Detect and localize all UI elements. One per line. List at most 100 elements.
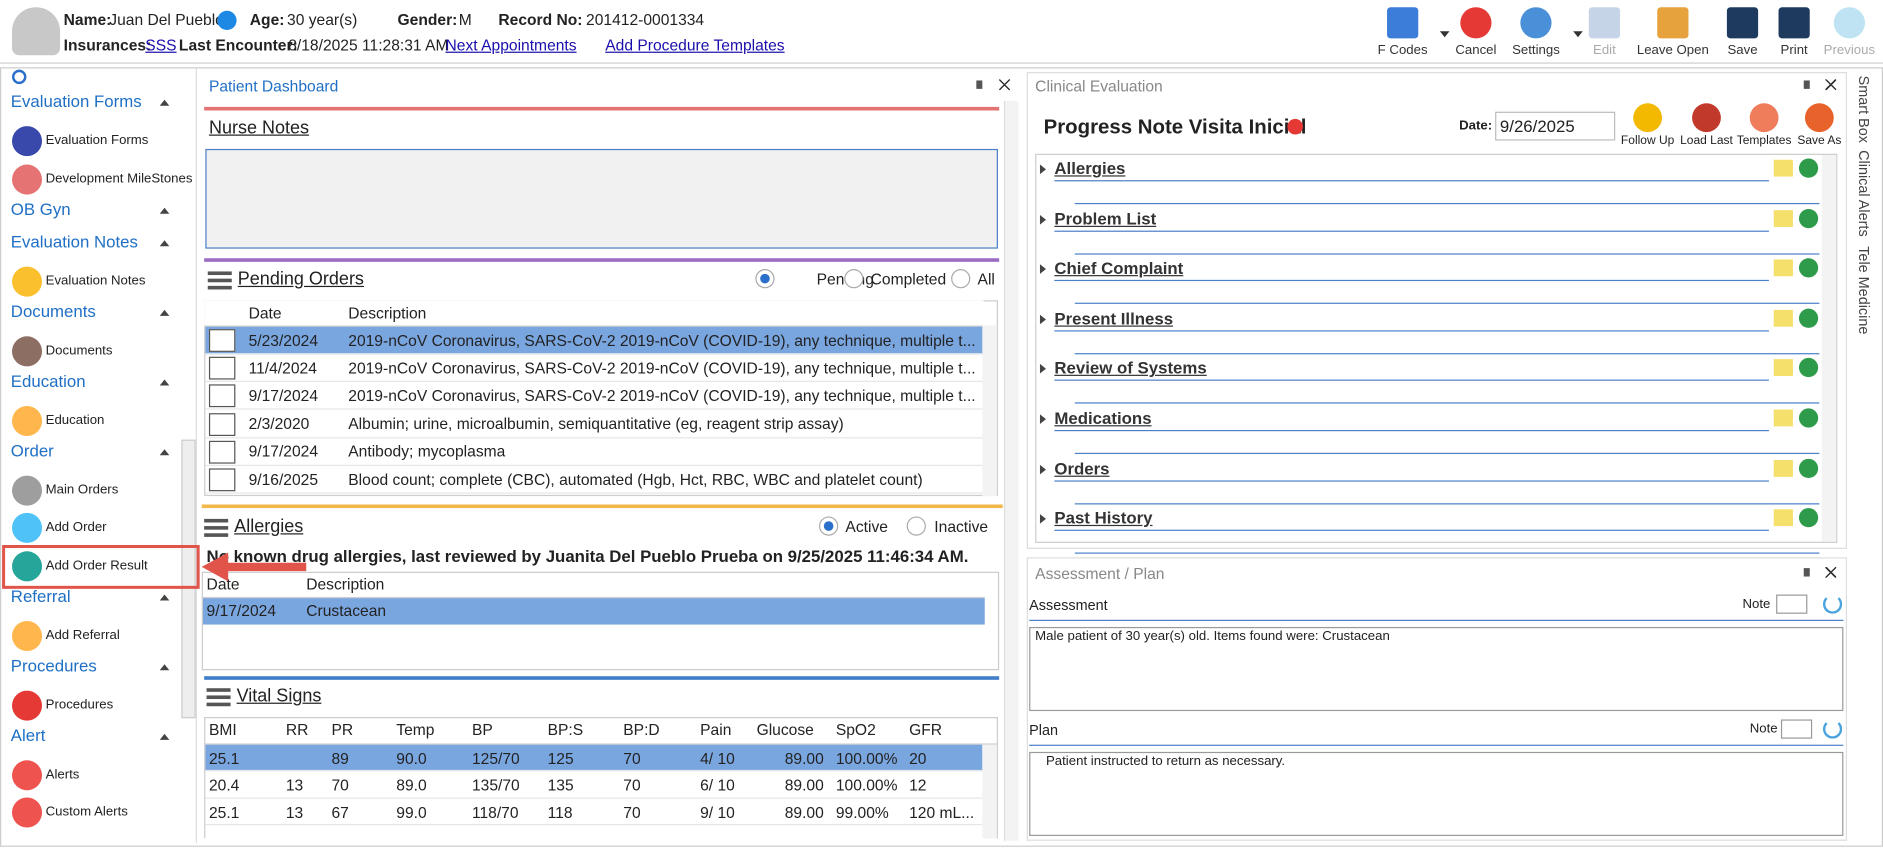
add-button[interactable] xyxy=(1798,358,1819,378)
column-header[interactable]: Glucose xyxy=(756,720,814,739)
expand-caret[interactable] xyxy=(1039,364,1046,375)
quote-button[interactable] xyxy=(1773,309,1793,327)
expand-caret[interactable] xyxy=(1039,314,1046,325)
quote-button[interactable] xyxy=(1773,459,1793,477)
column-header[interactable]: Temp xyxy=(396,720,435,739)
group-title[interactable]: OB Gyn xyxy=(10,198,71,218)
item-icon[interactable] xyxy=(12,475,43,506)
sidebar-item[interactable]: Custom Alerts xyxy=(45,804,128,820)
toolbar-icon[interactable] xyxy=(1460,7,1492,39)
refresh-icon[interactable] xyxy=(1822,719,1843,739)
table-row[interactable] xyxy=(205,355,983,383)
section-title[interactable]: Orders xyxy=(1054,458,1110,478)
section-title[interactable]: Problem List xyxy=(1054,208,1157,228)
collapse-caret[interactable] xyxy=(159,663,170,670)
item-icon[interactable] xyxy=(12,335,43,366)
quote-button[interactable] xyxy=(1773,359,1793,377)
table-row[interactable] xyxy=(205,744,983,772)
toolbar-icon[interactable] xyxy=(1726,7,1759,39)
link[interactable]: SSS xyxy=(145,36,177,55)
search-icon[interactable] xyxy=(12,69,27,85)
column-header[interactable]: GFR xyxy=(909,720,943,739)
toolbar-icon[interactable] xyxy=(1778,7,1810,39)
section-title[interactable]: Present Illness xyxy=(1054,308,1174,328)
quote-button[interactable] xyxy=(1773,509,1793,527)
close-icon[interactable] xyxy=(1825,566,1837,578)
toolbar-label[interactable]: Previous xyxy=(1823,43,1876,58)
column-header[interactable]: RR xyxy=(285,720,309,739)
toolbar-icon[interactable] xyxy=(1387,7,1419,39)
add-button[interactable] xyxy=(1798,508,1819,528)
item-icon[interactable] xyxy=(12,126,43,157)
sidebar-item[interactable]: Documents xyxy=(45,342,113,358)
column-header[interactable]: Date xyxy=(248,303,282,322)
group-title[interactable]: Evaluation Notes xyxy=(10,231,138,251)
checkbox[interactable] xyxy=(208,468,236,492)
add-button[interactable] xyxy=(1798,308,1819,328)
action-label[interactable]: Follow Up xyxy=(1620,134,1675,148)
column-header[interactable]: BP:S xyxy=(547,720,584,739)
toolbar-label[interactable]: Cancel xyxy=(1455,43,1497,58)
toolbar-label[interactable]: Edit xyxy=(1593,43,1616,58)
pin-icon[interactable] xyxy=(1803,80,1810,89)
toolbar-label[interactable]: F Codes xyxy=(1377,43,1428,58)
item-icon[interactable] xyxy=(12,266,43,297)
add-button[interactable] xyxy=(1798,458,1819,478)
checkbox[interactable] xyxy=(208,384,236,408)
collapse-caret[interactable] xyxy=(159,593,170,600)
action-label[interactable]: Load Last xyxy=(1680,134,1733,148)
item-icon[interactable] xyxy=(12,512,43,543)
dropdown-caret[interactable] xyxy=(1439,31,1450,38)
expand-caret[interactable] xyxy=(1039,214,1046,225)
close-icon[interactable] xyxy=(1825,79,1837,91)
toolbar-label[interactable]: Settings xyxy=(1512,43,1560,58)
column-header[interactable]: BP xyxy=(471,720,493,739)
action-icon[interactable] xyxy=(1633,103,1663,133)
item-icon[interactable] xyxy=(12,690,43,721)
group-title[interactable]: Alert xyxy=(10,724,46,745)
radio[interactable] xyxy=(819,516,839,536)
toolbar-label[interactable]: Leave Open xyxy=(1636,43,1709,58)
table-row[interactable] xyxy=(205,382,983,411)
sidebar-item[interactable]: Evaluation Forms xyxy=(45,133,149,148)
checkbox[interactable] xyxy=(208,356,236,380)
quote-button[interactable] xyxy=(1773,209,1793,227)
action-icon[interactable] xyxy=(1749,103,1779,133)
expand-caret[interactable] xyxy=(1039,264,1046,275)
radio-label[interactable]: Active xyxy=(845,517,888,536)
table-row[interactable] xyxy=(205,438,983,466)
action-label[interactable]: Templates xyxy=(1736,134,1792,148)
table-row[interactable] xyxy=(205,466,983,494)
item-icon[interactable] xyxy=(12,759,43,790)
info-icon[interactable] xyxy=(217,10,237,31)
pin-icon[interactable] xyxy=(1803,568,1810,577)
toolbar-label[interactable]: Print xyxy=(1780,43,1808,58)
dropdown[interactable] xyxy=(1776,594,1808,614)
radio-label[interactable]: Completed xyxy=(870,270,947,289)
checkbox[interactable] xyxy=(208,412,236,436)
sidebar-item[interactable]: Add Order xyxy=(45,520,107,535)
text-area[interactable] xyxy=(1029,626,1844,712)
radio-label[interactable]: Inactive xyxy=(934,517,989,536)
column-header[interactable]: Pain xyxy=(700,720,732,739)
toolbar-icon[interactable] xyxy=(1833,7,1865,39)
item-icon[interactable] xyxy=(12,550,43,581)
section-title[interactable]: Past History xyxy=(1054,508,1153,528)
add-button[interactable] xyxy=(1798,258,1819,278)
column-header[interactable]: Description xyxy=(348,303,427,322)
sidebar-item[interactable]: Procedures xyxy=(45,697,114,712)
text-area[interactable] xyxy=(1029,751,1844,836)
section-title[interactable]: Chief Complaint xyxy=(1054,258,1184,278)
collapse-caret[interactable] xyxy=(159,448,170,455)
item-icon[interactable] xyxy=(12,405,43,436)
close-icon[interactable] xyxy=(999,79,1010,91)
column-header[interactable]: BMI xyxy=(208,720,237,739)
column-header[interactable]: Description xyxy=(306,575,385,594)
radio[interactable] xyxy=(951,269,971,289)
quote-button[interactable] xyxy=(1773,259,1793,277)
item-icon[interactable] xyxy=(12,797,43,828)
expand-caret[interactable] xyxy=(1039,414,1046,424)
section-title[interactable]: Review of Systems xyxy=(1054,358,1207,378)
add-button[interactable] xyxy=(1798,208,1819,228)
side-tab[interactable]: Tele Medicine xyxy=(1855,246,1873,335)
